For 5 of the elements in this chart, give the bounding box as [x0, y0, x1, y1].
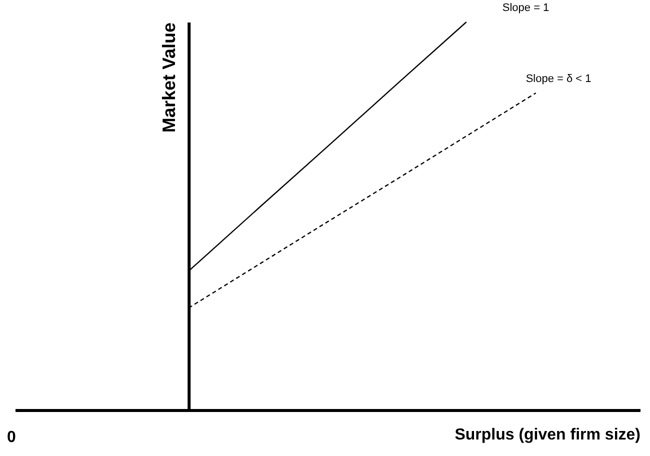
- y-axis-title: Market Value: [159, 22, 180, 133]
- text: 0: [7, 429, 16, 446]
- annotation: Slope = δ < 1: [526, 73, 592, 86]
- text: Slope = 1: [502, 2, 550, 14]
- x-axis-title: Surplus (given firm size): [454, 426, 640, 444]
